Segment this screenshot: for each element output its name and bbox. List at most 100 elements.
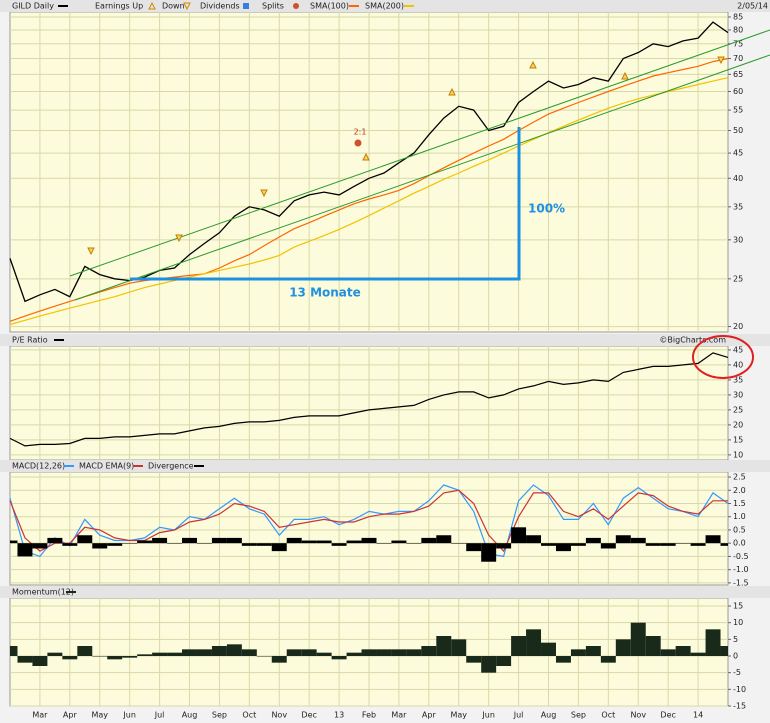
legend-icon [243,3,249,9]
annotation: 13 Monate [289,286,361,300]
x-tick-label: Jun [122,711,136,720]
area-bar [436,535,452,544]
y-tick-label: 2.5 [733,473,746,482]
area-bar [526,535,542,544]
x-tick-label: Oct [242,711,256,720]
x-tick-label: Mar [32,711,48,720]
area-bar [406,543,422,544]
area-bar [391,540,407,544]
area-bar [316,652,332,656]
area-bar [316,540,332,544]
y-tick-label: 35 [733,375,743,384]
area-bar [690,543,706,546]
area-bar [17,656,33,663]
x-tick-label: Aug [541,711,557,720]
area-bar [645,543,661,546]
area-bar [451,639,467,656]
y-tick-label: -1.0 [733,565,749,574]
area-bar [496,543,512,549]
x-tick-label: Oct [601,711,615,720]
earnings-up [448,87,456,96]
series-line [9,352,729,447]
y-tick-label: 85 [733,12,743,21]
area-bar [541,642,556,656]
y-tick-label: 5 [733,635,738,644]
x-tick-label: May [450,711,467,720]
area-bar [436,636,452,656]
x-tick-label: Aug [182,711,198,720]
y-tick-label: 0.5 [733,525,746,534]
y-tick-label: 25 [733,405,743,414]
legend-label: Divergence [148,462,194,471]
area-bar [211,646,227,656]
area-bar [600,656,616,663]
earnings-up [621,71,629,80]
series-line [9,489,728,553]
area-bar [645,636,661,656]
x-tick-label: Feb [362,711,376,720]
y-tick-label: 45 [733,345,743,354]
series-line [9,57,729,322]
area-bar [77,535,93,544]
area-bar [705,535,721,544]
x-tick-label: Dec [301,711,316,720]
y-tick-label: 55 [733,106,743,115]
series-line [9,77,729,326]
area-bar [122,543,138,544]
legend-label: MACD(12,26) [12,462,65,471]
area-bar [361,649,377,656]
area-bar [226,537,242,544]
overlays: GILD Daily Earnings Up Down Dividends Sp… [0,0,770,598]
highlight-circle [692,335,754,379]
area-bar [47,652,63,656]
x-tick-label: Sep [212,711,227,720]
x-tick-label: Nov [630,711,646,720]
annotation: 2:1 [354,128,367,137]
area-bar [256,543,272,546]
area-bar [481,656,497,673]
earnings-down [717,56,725,65]
area-bar [496,656,512,666]
area-bar [660,649,676,656]
area-bar [182,649,197,656]
legend-icon [148,1,156,10]
area-bar [107,543,123,546]
legend-label: GILD Daily [12,2,54,11]
area-bar [570,649,586,656]
area-bar [152,537,168,544]
y-tick-label: 1.5 [733,499,746,508]
legend-icon [183,2,191,11]
area-bar [570,543,586,546]
x-tick-label: May [91,711,108,720]
area-bar [346,540,362,544]
earnings-up [529,60,537,69]
area-bar [137,540,153,544]
y-tick-label: 75 [733,39,743,48]
legend-label: MACD EMA(9) [79,462,134,471]
area-bar [271,656,287,663]
area-bar [10,646,18,656]
x-tick-label: Apr [63,711,78,720]
area-bar [511,527,527,544]
y-tick-label: 25 [733,274,743,283]
area-bar [511,636,527,656]
legend-icon [293,3,299,9]
panel-header [0,0,770,12]
area-bar [241,543,257,546]
area-bar [615,639,631,656]
area-bar [421,537,437,544]
legend-label: SMA(200) [365,2,404,11]
legend-label: Down [162,2,185,11]
source-label: ©BigCharts.com [659,336,726,345]
area-bar [585,537,601,544]
area-bar [585,646,601,656]
area-bar [391,649,407,656]
area-bar [122,656,138,658]
earnings-up [362,152,370,161]
area-bar [47,537,63,544]
x-tick-label: Apr [422,711,437,720]
area-bar [286,649,302,656]
area-bar [301,649,317,656]
earnings-down [175,234,183,243]
